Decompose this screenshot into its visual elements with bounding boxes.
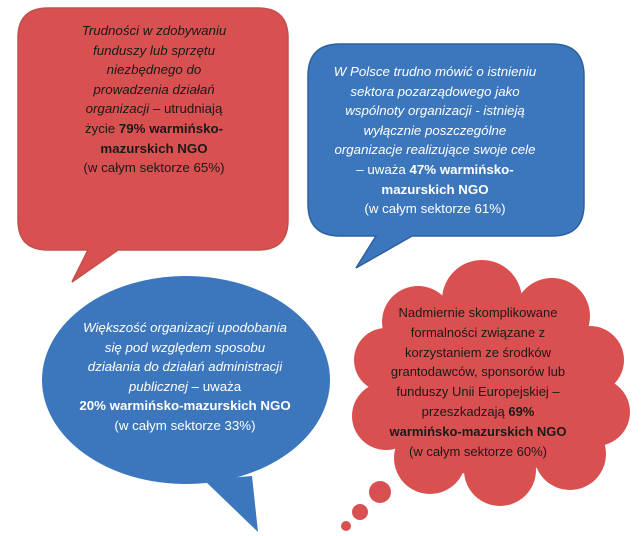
bold-value-line2: mazurskich NGO [381,181,489,197]
italic-line: niezbędnego do [106,62,202,78]
italic-line-with-verb: organizacji – utrudniają [40,99,268,119]
italic-line: wspólnoty organizacji - istnieją [345,103,525,119]
italic-line: organizacje realizujące swoje cele [334,142,536,158]
bold-value: 20% warmińsko-mazurskich NGO [79,398,291,414]
plain-line: funduszy Unii Europejskiej – [396,384,560,400]
pre-bold-text: życie [84,120,119,136]
bold-value: 47% warmińsko- [409,161,514,177]
blue-rectangle-callout [307,43,585,269]
verb-fragment: – uważa [187,378,242,394]
italic-fragment: organizacji [85,101,150,117]
blue-oval-callout [42,276,330,532]
complicated-formalities-text: Nadmiernie skomplikowane formalności zwi… [368,303,588,461]
sector-note: (w całym sektorze 61%) [364,201,506,217]
italic-line: działania do działań administracji [87,359,283,375]
sector-note: (w całym sektorze 60%) [409,443,547,459]
red-rectangle-callout [17,7,289,283]
value-line: życie 79% warmińsko- [40,119,268,139]
funding-difficulties-text: Trudności w zdobywaniu funduszy lub sprz… [40,21,268,178]
similar-to-administration-text: Większość organizacji upodobania się pod… [60,318,310,436]
plain-line: formalności związane z [410,324,546,340]
plain-line: Nadmiernie skomplikowane [398,305,558,320]
italic-line: funduszy lub sprzętu [93,42,215,58]
sector-note: (w całym sektorze 33%) [114,417,256,433]
value-line: przeszkadzają 69% [368,402,588,422]
bold-value-line2: warmińsko-mazurskich NGO [389,423,567,439]
italic-fragment: publicznej [128,378,188,394]
bold-value: 79% warmińsko- [118,120,224,136]
plain-line: korzystaniem ze środków [405,344,551,360]
italic-line: Większość organizacji upodobania [83,320,287,335]
italic-line: wyłącznie poszczególne [363,122,507,138]
italic-line-with-verb: publicznej – uważa [60,377,310,397]
pre-bold-text: przeszkadzają [421,403,509,419]
value-line: – uważa 47% warmińsko- [314,160,556,180]
italic-line: sektora pozarządowego jako [350,83,520,99]
bold-value: 69% [508,403,535,419]
sector-note: (w całym sektorze 65%) [83,160,225,176]
pre-bold-text: – uważa [356,161,410,177]
italic-line: prowadzenia działań [93,81,215,97]
italic-line: się pod względem sposobu [104,339,266,355]
italic-line: Trudności w zdobywaniu [81,23,227,38]
no-sector-text: W Polsce trudno mówić o istnieniu sektor… [314,62,556,219]
plain-line: grantodawców, sponsorów lub [390,364,566,380]
red-cloud-callout [341,260,630,531]
italic-line: W Polsce trudno mówić o istnieniu [333,64,537,79]
verb-fragment: – utrudniają [149,101,223,117]
bold-value-line2: mazurskich NGO [100,140,208,156]
